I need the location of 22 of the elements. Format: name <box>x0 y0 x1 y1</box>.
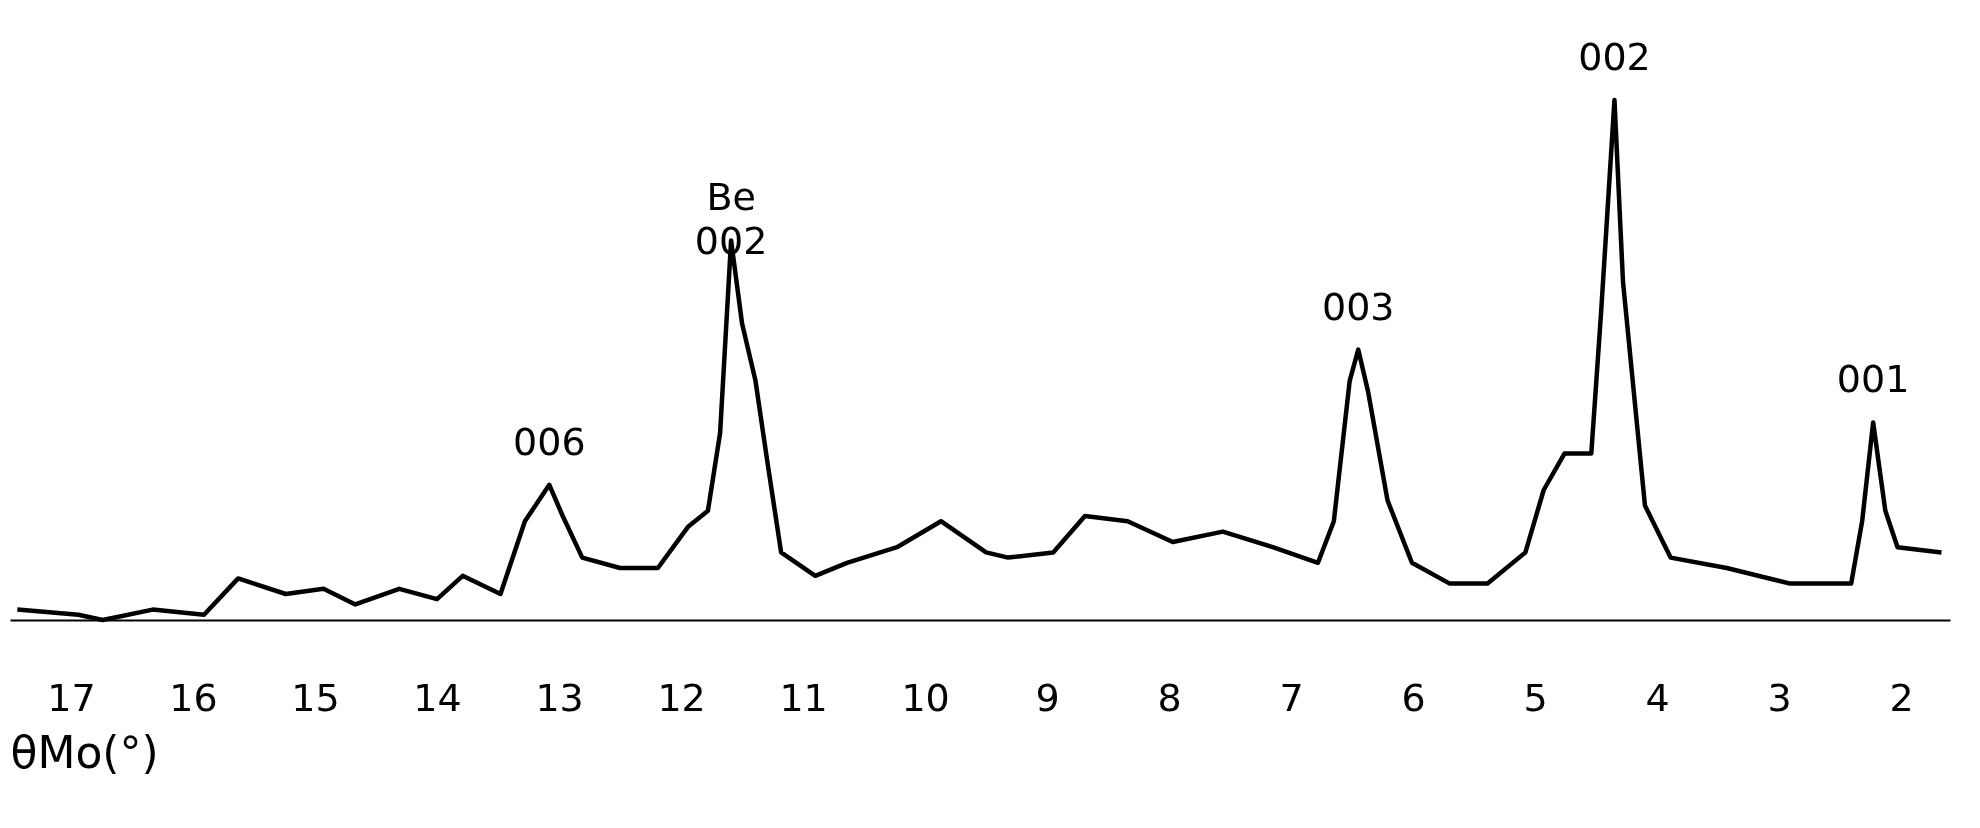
x-tick-label: 17 <box>47 675 96 720</box>
x-tick-label: 16 <box>169 675 218 720</box>
x-tick-label: 11 <box>779 675 828 720</box>
x-tick-label: 12 <box>657 675 706 720</box>
annotation: 003 <box>1321 284 1395 329</box>
annotation: 002 <box>1578 35 1651 79</box>
annotation: 006 <box>513 419 586 464</box>
x-tick-label: 7 <box>1279 675 1304 720</box>
x-axis-title: θMo(°) <box>10 726 159 778</box>
x-tick-label: 4 <box>1645 675 1670 720</box>
x-tick-label: 10 <box>901 675 950 720</box>
annotation: Be 002 <box>694 175 768 264</box>
x-tick-label: 14 <box>413 675 462 720</box>
x-tick-label: 13 <box>535 675 584 720</box>
x-tick-label: 15 <box>291 675 340 720</box>
x-tick-label: 3 <box>1767 675 1792 720</box>
x-tick-label: 2 <box>1889 675 1914 720</box>
x-tick-label: 9 <box>1035 675 1060 720</box>
x-tick-label: 5 <box>1523 675 1548 720</box>
x-tick-label: 8 <box>1157 675 1182 720</box>
x-tick-label: 6 <box>1401 675 1426 720</box>
annotation: 001 <box>1836 357 1910 402</box>
